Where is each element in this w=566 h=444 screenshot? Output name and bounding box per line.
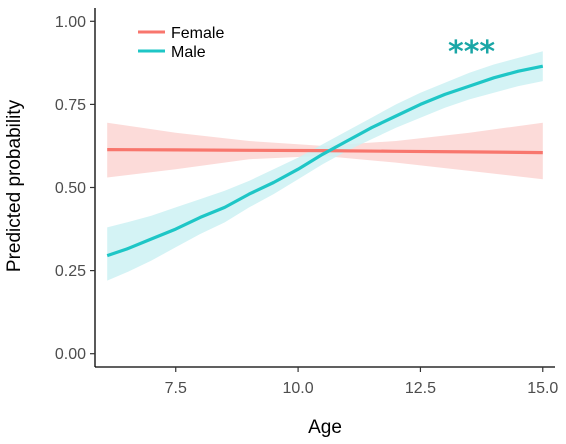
series-lines bbox=[106, 64, 544, 258]
confidence-bands bbox=[107, 51, 543, 281]
x-tick-label: 10.0 bbox=[283, 380, 314, 397]
legend-label-male: Male bbox=[171, 44, 206, 61]
series-line-male bbox=[106, 64, 544, 258]
confidence-band-male bbox=[107, 51, 543, 281]
y-axis-title: Predicted probability bbox=[4, 99, 25, 272]
x-tick-label: 15.0 bbox=[527, 380, 558, 397]
y-tick-label: 0.00 bbox=[55, 346, 86, 363]
x-tick-label: 12.5 bbox=[405, 380, 436, 397]
x-tick-label: 7.5 bbox=[165, 380, 187, 397]
y-tick-label: 0.50 bbox=[55, 180, 86, 197]
significance-annotation: *** bbox=[448, 35, 495, 70]
y-tick-label: 0.75 bbox=[55, 97, 86, 114]
x-axis-title: Age bbox=[308, 417, 342, 438]
y-tick-label: 1.00 bbox=[55, 14, 86, 31]
series-line-female bbox=[107, 148, 543, 155]
x-axis-ticks: 7.5 10.0 12.5 15.0 bbox=[165, 367, 558, 397]
y-axis-ticks: 0.00 0.25 0.50 0.75 1.00 bbox=[55, 14, 95, 363]
y-tick-label: 0.25 bbox=[55, 263, 86, 280]
legend: Female Male bbox=[138, 25, 224, 61]
legend-label-female: Female bbox=[171, 25, 224, 42]
